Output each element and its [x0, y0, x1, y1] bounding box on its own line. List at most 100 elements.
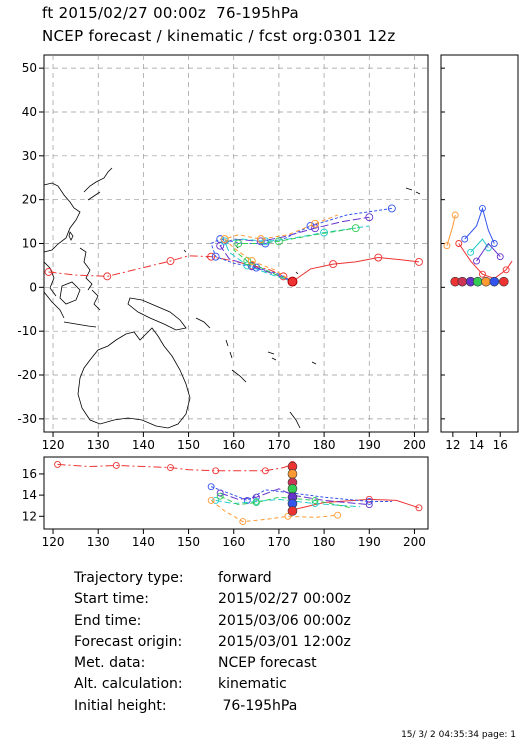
- right-inset-panel: 12 14 16: [440, 54, 519, 452]
- trajectory-point-blue: [461, 235, 469, 243]
- bottom-inset-markers: [287, 461, 298, 516]
- coastline-fiji: [267, 351, 277, 361]
- bottom-inset-y-tick-labels: 12 14 16: [22, 467, 44, 523]
- bottom-x-tick-label: 200: [403, 535, 426, 549]
- trajectory-point-green: [252, 499, 260, 506]
- trajectory-point-red: [207, 252, 216, 261]
- info-value: 2015/03/06 00:00z: [218, 612, 351, 629]
- trajectory-point-purple: [496, 253, 504, 261]
- y-tick-label: 20: [22, 193, 37, 207]
- trajectory-point-red: [167, 464, 174, 472]
- main-y-tick-labels: -30 -20 -10 0 10 20 30 40 50: [17, 61, 37, 426]
- y-tick-label: -10: [17, 324, 37, 338]
- coastline-indochina: [43, 261, 57, 297]
- trajectory-purple: [219, 216, 370, 283]
- trajectory-info: Trajectory type: forward Start time: 2015/…: [74, 570, 351, 719]
- info-value: 2015/03/01 12:00z: [218, 633, 351, 650]
- info-key: Initial height:: [74, 697, 167, 714]
- trajectory-point-orange: [284, 512, 292, 520]
- trajectory-point-orange: [334, 511, 342, 519]
- trajectory-point-red: [166, 257, 175, 265]
- trajectory-point-green: [311, 496, 319, 504]
- bottom-inset-frame: [43, 456, 429, 530]
- y-tick-label: -20: [17, 368, 37, 382]
- trajectory-point-blue: [387, 204, 396, 213]
- trajectory-point-cyan: [320, 228, 329, 237]
- trajectory-point-green: [351, 224, 360, 233]
- bottom-x-tick-label: 190: [358, 535, 381, 549]
- right-inset-trajectories: [443, 204, 513, 280]
- coastline-new-zealand-n: [289, 411, 301, 429]
- info-key: Trajectory type:: [74, 570, 184, 586]
- trajectory-red: [57, 463, 293, 472]
- coastline-asia: [43, 182, 81, 253]
- coastline-sumatra: [43, 291, 65, 319]
- trajectory-point-red: [415, 504, 423, 512]
- right-inset-frame: [440, 54, 519, 433]
- coastline-new-guinea: [127, 297, 187, 331]
- coastline-philippines: [79, 247, 93, 291]
- trajectory-point-red: [365, 495, 373, 503]
- info-row-trajectory-type: Trajectory type: forward: [74, 570, 351, 591]
- trajectory-point-red: [261, 467, 269, 475]
- trajectory-red: [292, 257, 420, 283]
- coastline-borneo: [59, 281, 81, 305]
- chart-title: ft 2015/02/27 00:00z 76-195hPa: [42, 4, 300, 22]
- trajectory-point-blue: [211, 252, 220, 261]
- trajectory-point-blue: [243, 496, 251, 504]
- bottom-y-tick-label: 16: [22, 467, 37, 481]
- trajectory-point-blue: [365, 498, 373, 505]
- x-tick-label: 190: [358, 438, 381, 452]
- trajectory-point-purple: [252, 493, 260, 501]
- x-tick-label: 140: [132, 438, 155, 452]
- coastline-japan: [83, 167, 113, 201]
- trajectory-purple: [476, 242, 501, 262]
- right-marker-red: [498, 276, 509, 287]
- x-tick-label: 160: [222, 438, 245, 452]
- trajectory-point-cyan: [467, 248, 475, 256]
- right-inset-y-ticks: [441, 67, 445, 420]
- trajectory-point-red: [455, 240, 463, 247]
- trajectory-point-purple: [216, 241, 225, 250]
- y-tick-label: 0: [29, 280, 37, 294]
- bottom-marker-green: [287, 483, 298, 494]
- trajectory-point-orange: [239, 518, 247, 526]
- info-row-forecast-origin: Forecast origin: 2015/03/01 12:00z: [74, 634, 351, 655]
- bottom-x-tick-label: 120: [42, 535, 65, 549]
- x-tick-label: 120: [42, 438, 65, 452]
- right-inset-markers: [450, 276, 509, 287]
- coastline-vanuatu: [225, 339, 233, 359]
- x-tick-label: 170: [267, 438, 290, 452]
- trajectory-point-red: [479, 270, 486, 278]
- bottom-x-tick-label: 180: [313, 535, 336, 549]
- trajectory-point-orange: [311, 219, 320, 228]
- trajectory-point-green: [274, 237, 283, 246]
- trajectory-green: [233, 227, 356, 283]
- trajectory-point-orange: [256, 235, 265, 244]
- trajectory-red: [458, 243, 513, 280]
- trajectory-point-orange: [247, 257, 256, 265]
- info-row-alt-calculation: Alt. calculation: kinematic: [74, 676, 351, 697]
- trajectory-point-purple: [365, 501, 373, 509]
- trajectory-point-blue: [479, 204, 486, 212]
- trajectory-blue: [210, 486, 392, 502]
- trajectory-point-green: [216, 492, 224, 500]
- right-marker-blue: [489, 276, 500, 287]
- info-key: Start time:: [74, 591, 149, 608]
- bottom-inset-panel: 12 14 16 120 130 140 150 160 170 180 190 200: [22, 456, 429, 549]
- trajectory-point-blue: [207, 483, 215, 491]
- coastline-sulawesi: [91, 289, 101, 311]
- trajectory-point-green: [234, 239, 243, 248]
- trajectory-point-cyan: [243, 261, 252, 270]
- info-value: NCEP forecast: [218, 655, 317, 672]
- info-key: Alt. calculation:: [74, 676, 183, 693]
- trajectory-purple: [220, 488, 370, 506]
- trajectory-point-purple: [365, 213, 374, 222]
- trajectory-point-red: [415, 257, 423, 266]
- trajectory-point-red: [44, 268, 53, 276]
- main-map-grid: [39, 55, 428, 437]
- bottom-marker-red: [287, 506, 298, 516]
- x-tick-label: 130: [87, 438, 110, 452]
- coastline-java: [63, 321, 97, 328]
